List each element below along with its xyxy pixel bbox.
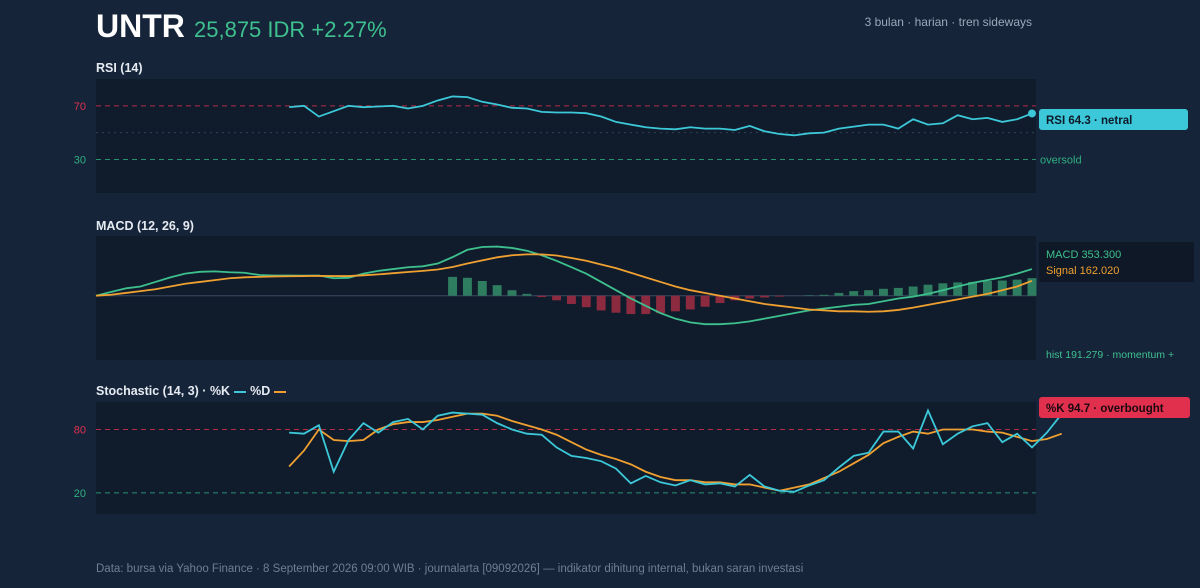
macd-badge-macd: MACD 353.300 bbox=[1046, 249, 1121, 261]
stoch-k-line bbox=[289, 408, 1063, 493]
rsi-line bbox=[289, 95, 1033, 137]
rsi-ref-label-2: 30 bbox=[74, 154, 86, 166]
macd-hist-bar-59 bbox=[968, 281, 978, 296]
rsi-ref-label-0: 70 bbox=[74, 101, 86, 113]
signal-line bbox=[95, 253, 1033, 313]
stoch-legend-d-swatch bbox=[274, 390, 287, 393]
macd-hist-bar-28 bbox=[507, 290, 517, 296]
macd-hist-bar-56 bbox=[923, 284, 933, 296]
macd-hist-bar-39 bbox=[670, 295, 680, 312]
chart-meta: 3 bulan · harian · tren sideways bbox=[864, 15, 1032, 29]
macd-hist-bar-29 bbox=[522, 293, 532, 296]
macd-hist-bar-61 bbox=[997, 280, 1007, 296]
stoch-ref-label-0: 80 bbox=[74, 424, 86, 436]
macd-footnote: hist 191.279 · momentum + bbox=[1046, 349, 1174, 361]
macd-hist-bar-51 bbox=[849, 291, 859, 296]
stoch-ref-label-1: 20 bbox=[74, 488, 86, 500]
rsi-last-point bbox=[1028, 109, 1036, 118]
macd-title: MACD (12, 26, 9) bbox=[96, 219, 194, 233]
footer-note: Data: bursa via Yahoo Finance · 8 Septem… bbox=[96, 563, 804, 575]
rsi-panel bbox=[96, 79, 1036, 193]
stoch-panel bbox=[96, 402, 1036, 514]
macd-hist-bar-30 bbox=[537, 295, 547, 298]
macd-hist-bar-26 bbox=[477, 281, 487, 296]
stoch-legend-d: %D bbox=[250, 384, 271, 398]
stoch-title: Stochastic (14, 3) · %K %D bbox=[96, 384, 290, 398]
stoch-badge-text: %K 94.7 · overbought bbox=[1046, 403, 1164, 415]
stoch-legend-k-swatch bbox=[234, 390, 247, 393]
macd-hist-bar-52 bbox=[864, 290, 874, 296]
macd-hist-bar-33 bbox=[581, 295, 591, 308]
macd-hist-bar-36 bbox=[626, 295, 636, 315]
macd-hist-bar-60 bbox=[982, 281, 992, 296]
rsi-badge-text: RSI 64.3 · netral bbox=[1046, 115, 1132, 127]
macd-hist-bar-31 bbox=[552, 295, 562, 301]
macd-badge-signal: Signal 162.020 bbox=[1046, 265, 1119, 277]
macd-panel bbox=[96, 236, 1036, 360]
stoch-legend-k: %K bbox=[209, 384, 231, 398]
macd-hist-bar-46 bbox=[774, 295, 784, 297]
stoch-title-text: Stochastic (14, 3) · bbox=[96, 384, 210, 398]
macd-hist-bar-32 bbox=[566, 295, 576, 304]
macd-hist-bar-49 bbox=[819, 294, 829, 296]
stoch-d-line bbox=[288, 412, 1063, 492]
price-change: 25,875 IDR +2.27% bbox=[194, 17, 387, 42]
macd-hist-bar-38 bbox=[656, 295, 666, 314]
macd-hist-bar-53 bbox=[878, 288, 888, 296]
macd-hist-bar-25 bbox=[462, 277, 472, 296]
macd-hist-bar-40 bbox=[685, 295, 695, 310]
macd-hist-bar-41 bbox=[700, 295, 710, 307]
macd-hist-bar-45 bbox=[760, 295, 770, 298]
rsi-ref-right-label-2: oversold bbox=[1040, 154, 1082, 166]
macd-hist-bar-63 bbox=[1027, 278, 1037, 296]
macd-hist-bar-58 bbox=[953, 282, 963, 296]
macd-line bbox=[95, 245, 1033, 326]
macd-hist-bar-62 bbox=[1012, 279, 1022, 296]
macd-hist-bar-55 bbox=[908, 286, 918, 296]
ticker-symbol: UNTR bbox=[96, 8, 185, 44]
macd-hist-bar-44 bbox=[745, 295, 755, 299]
macd-hist-bar-34 bbox=[596, 295, 606, 311]
stoch-badge bbox=[1039, 397, 1190, 418]
macd-hist-bar-54 bbox=[893, 287, 903, 296]
macd-badge bbox=[1039, 242, 1194, 282]
macd-hist-bar-24 bbox=[448, 276, 458, 296]
rsi-badge bbox=[1039, 109, 1188, 130]
rsi-title: RSI (14) bbox=[96, 61, 143, 75]
macd-hist-bar-50 bbox=[834, 292, 844, 296]
macd-hist-bar-35 bbox=[611, 295, 621, 313]
macd-hist-bar-42 bbox=[715, 295, 725, 304]
macd-hist-bar-27 bbox=[492, 285, 502, 296]
